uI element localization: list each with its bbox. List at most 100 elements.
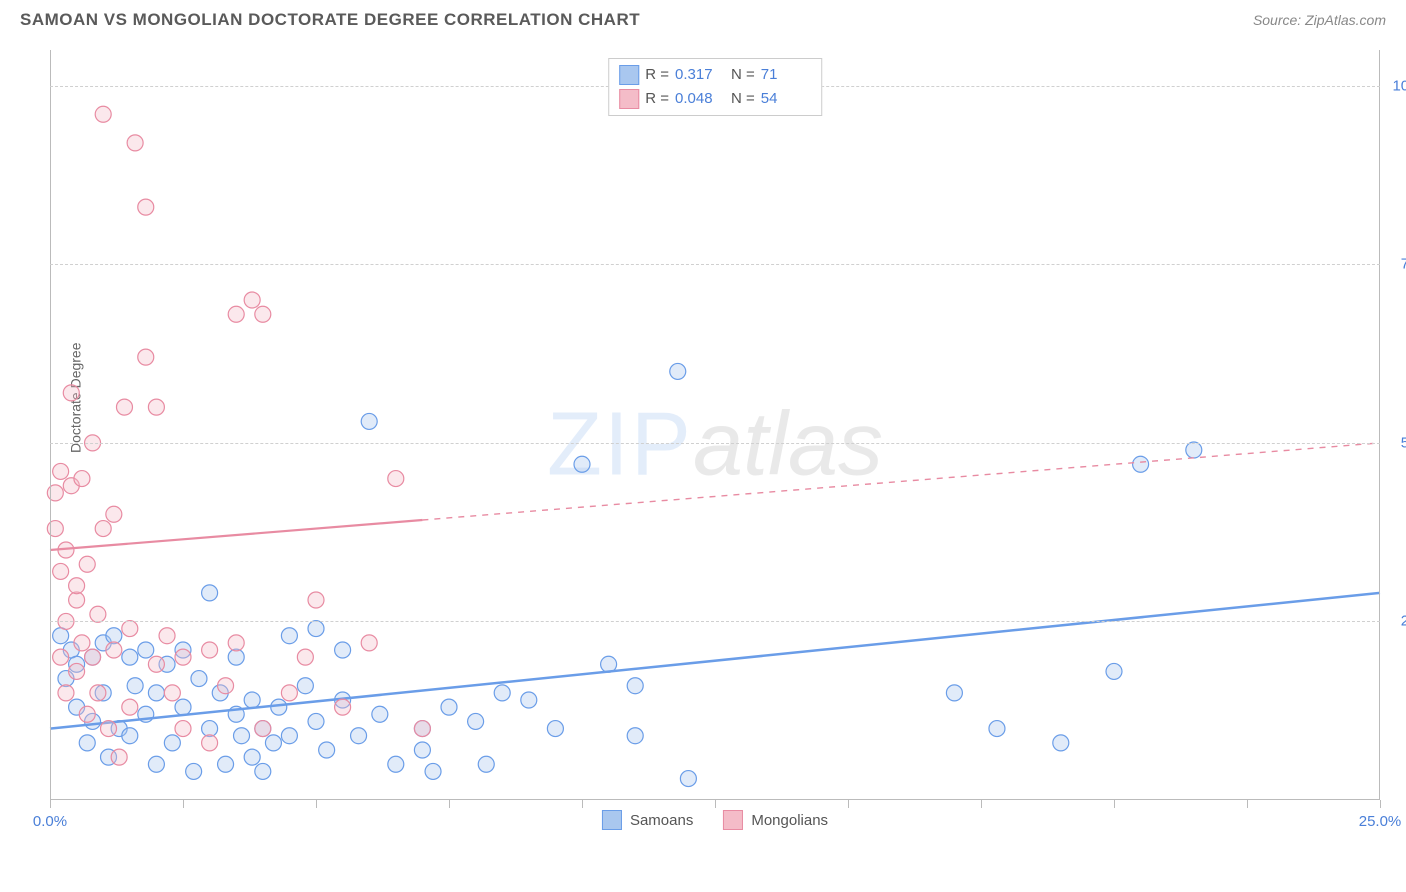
data-point [53, 649, 69, 665]
data-point [122, 621, 138, 637]
legend-row-samoans: R = 0.317 N = 71 [619, 63, 811, 87]
swatch-samoans [619, 65, 639, 85]
data-point [680, 771, 696, 787]
data-point [308, 621, 324, 637]
data-point [175, 649, 191, 665]
chart-title: SAMOAN VS MONGOLIAN DOCTORATE DEGREE COR… [20, 10, 640, 30]
data-point [1053, 735, 1069, 751]
y-tick-label: 7.5% [1401, 256, 1406, 273]
data-point [244, 692, 260, 708]
swatch-samoans-icon [602, 810, 622, 830]
data-point [202, 735, 218, 751]
data-point [1106, 663, 1122, 679]
data-point [244, 749, 260, 765]
data-point [53, 563, 69, 579]
data-point [127, 678, 143, 694]
data-point [148, 399, 164, 415]
data-point [101, 721, 117, 737]
x-tick [316, 800, 317, 808]
data-point [95, 106, 111, 122]
data-point [468, 713, 484, 729]
grid-line [50, 443, 1380, 444]
chart-source: Source: ZipAtlas.com [1253, 12, 1386, 28]
data-point [271, 699, 287, 715]
data-point [79, 735, 95, 751]
data-point [191, 671, 207, 687]
data-point [627, 678, 643, 694]
data-point [218, 756, 234, 772]
data-point [74, 635, 90, 651]
data-point [63, 385, 79, 401]
data-point [106, 506, 122, 522]
y-tick-label: 5.0% [1401, 434, 1406, 451]
data-point [202, 642, 218, 658]
data-point [69, 663, 85, 679]
data-point [122, 699, 138, 715]
swatch-mongolians [619, 89, 639, 109]
x-tick [1380, 800, 1381, 808]
data-point [244, 292, 260, 308]
data-point [281, 685, 297, 701]
data-point [138, 349, 154, 365]
data-point [425, 763, 441, 779]
data-point [255, 721, 271, 737]
data-point [361, 635, 377, 651]
data-point [670, 363, 686, 379]
chart-container: Doctorate Degree ZIPatlas R = 0.317 N = … [50, 50, 1380, 840]
data-point [946, 685, 962, 701]
data-point [1133, 456, 1149, 472]
data-point [478, 756, 494, 772]
data-point [361, 413, 377, 429]
plot-svg [50, 50, 1380, 840]
grid-line [50, 621, 1380, 622]
x-tick [848, 800, 849, 808]
y-tick-label: 2.5% [1401, 613, 1406, 630]
grid-line [50, 264, 1380, 265]
data-point [111, 749, 127, 765]
x-tick-label: 0.0% [33, 813, 67, 830]
data-point [218, 678, 234, 694]
data-point [175, 721, 191, 737]
data-point [1186, 442, 1202, 458]
data-point [228, 635, 244, 651]
data-point [79, 556, 95, 572]
y-tick-label: 10.0% [1392, 77, 1406, 94]
chart-header: SAMOAN VS MONGOLIAN DOCTORATE DEGREE COR… [0, 0, 1406, 40]
data-point [74, 471, 90, 487]
data-point [138, 642, 154, 658]
legend-item-mongolians: Mongolians [723, 810, 828, 830]
data-point [159, 628, 175, 644]
data-point [574, 456, 590, 472]
y-axis-line [50, 50, 51, 800]
swatch-mongolians-icon [723, 810, 743, 830]
x-tick-label: 25.0% [1359, 813, 1402, 830]
data-point [414, 742, 430, 758]
data-point [372, 706, 388, 722]
data-point [53, 463, 69, 479]
x-tick [1114, 800, 1115, 808]
data-point [234, 728, 250, 744]
data-point [308, 713, 324, 729]
series-legend: Samoans Mongolians [602, 810, 828, 830]
data-point [281, 628, 297, 644]
data-point [414, 721, 430, 737]
data-point [148, 685, 164, 701]
data-point [122, 728, 138, 744]
data-point [494, 685, 510, 701]
data-point [547, 721, 563, 737]
data-point [138, 199, 154, 215]
x-tick [715, 800, 716, 808]
data-point [148, 756, 164, 772]
x-tick [183, 800, 184, 808]
x-tick [449, 800, 450, 808]
data-point [335, 699, 351, 715]
data-point [106, 628, 122, 644]
data-point [228, 306, 244, 322]
y-axis-line-right [1379, 50, 1380, 800]
data-point [202, 721, 218, 737]
data-point [319, 742, 335, 758]
data-point [53, 628, 69, 644]
data-point [175, 699, 191, 715]
data-point [335, 642, 351, 658]
data-point [388, 756, 404, 772]
